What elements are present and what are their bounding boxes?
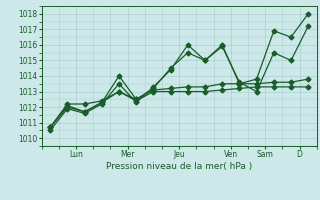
X-axis label: Pression niveau de la mer( hPa ): Pression niveau de la mer( hPa ) (106, 162, 252, 171)
